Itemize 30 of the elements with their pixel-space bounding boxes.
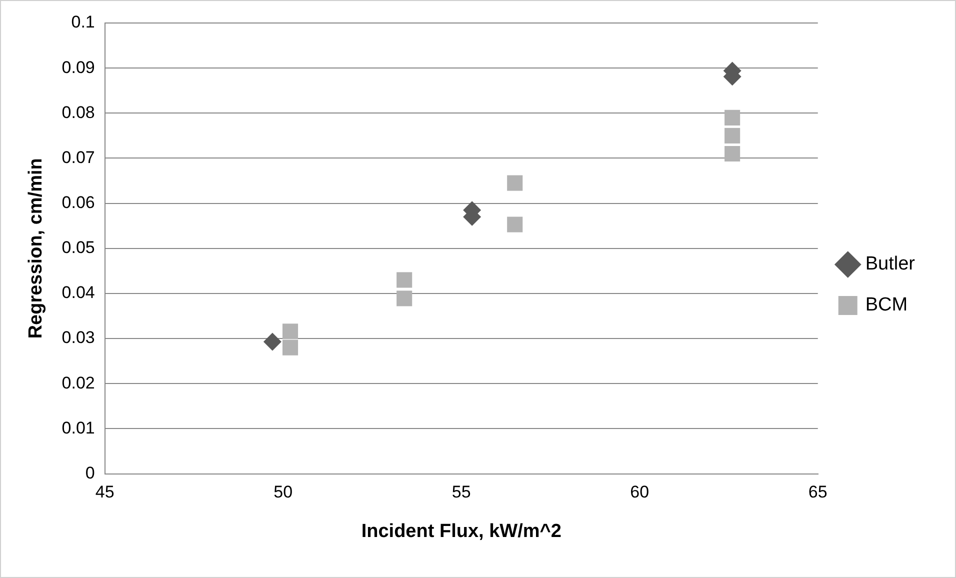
x-tick-label: 45 [95,482,114,502]
x-tick-label: 50 [274,482,293,502]
point [263,332,282,351]
point [507,175,523,191]
x-tick-label: 60 [630,482,650,502]
y-tick-label: 0.02 [62,373,95,392]
y-axis-title: Regression, cm/min [26,158,47,339]
point [724,128,740,144]
point [724,110,740,126]
y-tick-label: 0.05 [62,238,95,258]
y-tick-label: 0.09 [62,58,95,77]
y-tick-label: 0.01 [62,418,95,438]
y-tick-label: 0 [85,463,95,482]
point [282,324,298,340]
x-tick-label: 55 [452,482,471,502]
y-tick-label: 0.03 [62,328,95,348]
y-tick-label: 0.07 [62,148,95,167]
x-tick-label: 65 [808,482,828,502]
y-tick-label: 0.1 [71,12,95,32]
point [282,340,298,356]
legend-label: BCM [865,294,908,316]
x-axis-title: Incident Flux, kW/m^2 [361,520,562,542]
point [724,146,740,162]
y-tick-label: 0.08 [62,102,95,122]
y-tick-label: 0.06 [62,193,95,212]
legend-label: Butler [865,254,916,275]
point [396,272,412,288]
point [507,216,523,232]
point [396,290,412,306]
y-tick-label: 0.04 [62,283,95,302]
